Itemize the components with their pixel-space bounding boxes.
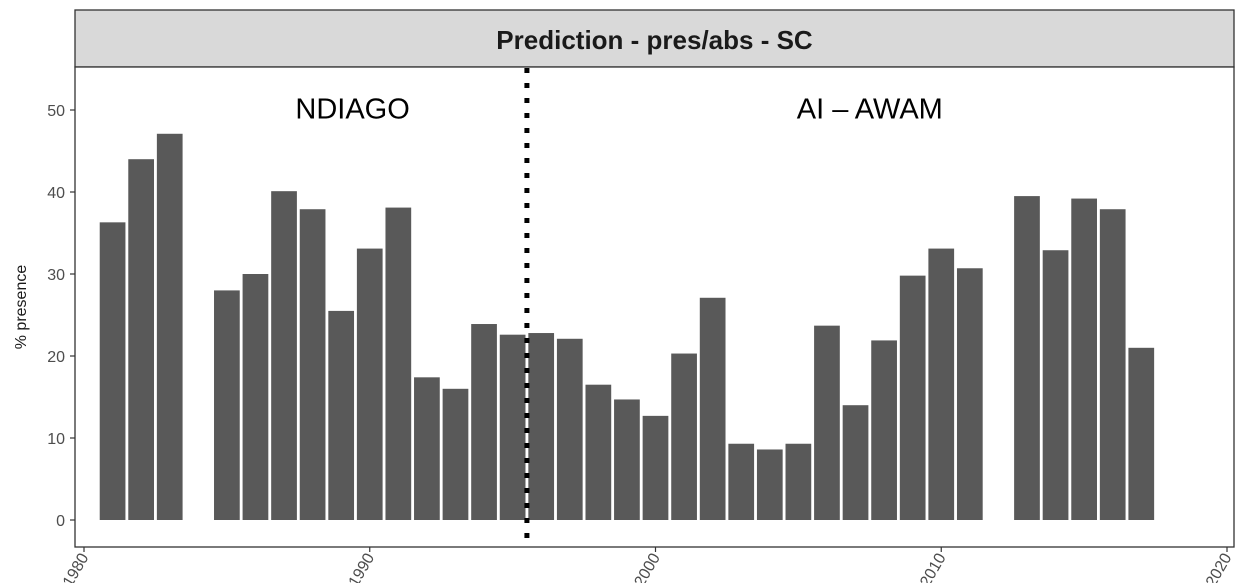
- bar-2003: [728, 443, 755, 520]
- bar-1992: [414, 377, 440, 520]
- bar-2005: [785, 443, 812, 520]
- y-tick-label-30: 30: [47, 267, 65, 284]
- region-label-ndiago: NDIAGO: [295, 93, 409, 125]
- bars: [99, 133, 1155, 520]
- strip-background: [74, 9, 1235, 68]
- y-axis: 0 10 20 30 40 50: [47, 103, 75, 530]
- y-tick-label-0: 0: [56, 513, 65, 530]
- bar-1981: [99, 222, 126, 520]
- bar-1993: [442, 388, 469, 520]
- bar-1989: [328, 310, 355, 520]
- y-tick-label-10: 10: [47, 431, 65, 448]
- bar-1991: [385, 207, 412, 520]
- y-axis-title: % presence: [13, 265, 30, 350]
- x-tick-label-2000: 2000: [631, 550, 664, 583]
- bar-1988: [299, 209, 326, 520]
- chart-title: Prediction - pres/abs - SC: [496, 25, 813, 55]
- x-axis: 1980 1990 2000 2010 2020: [60, 547, 1236, 583]
- bar-2001: [671, 353, 697, 520]
- bar-1997: [556, 338, 583, 520]
- x-tick-label-2020: 2020: [1203, 550, 1236, 583]
- bar-1990: [356, 248, 383, 520]
- bar-1983: [156, 133, 183, 520]
- x-tick-label-1990: 1990: [346, 550, 379, 583]
- bar-1986: [242, 274, 269, 520]
- bar-2008: [871, 340, 897, 520]
- bar-2006: [814, 325, 840, 520]
- bar-2002: [699, 297, 726, 520]
- bar-1998: [585, 384, 612, 520]
- bar-2014: [1042, 250, 1069, 520]
- bar-2009: [899, 275, 926, 520]
- bar-1982: [128, 159, 155, 520]
- bar-2016: [1099, 209, 1126, 520]
- bar-1987: [271, 191, 297, 520]
- bar-2011: [956, 268, 983, 520]
- y-tick-label-40: 40: [47, 185, 65, 202]
- y-tick-label-20: 20: [47, 349, 65, 366]
- region-label-ai-awam: AI – AWAM: [797, 93, 943, 125]
- x-tick-label-1980: 1980: [60, 550, 93, 583]
- bar-1995: [499, 334, 526, 520]
- bar-2015: [1071, 198, 1097, 520]
- bar-2017: [1128, 347, 1155, 520]
- bar-2013: [1014, 196, 1040, 520]
- strip-header: Prediction - pres/abs - SC: [74, 9, 1235, 68]
- bar-2010: [928, 248, 955, 520]
- bar-1994: [471, 324, 497, 520]
- bar-1996: [528, 333, 555, 520]
- bar-1985: [214, 290, 240, 520]
- bar-2000: [642, 415, 669, 520]
- bar-2004: [756, 449, 783, 520]
- bar-2007: [842, 405, 869, 520]
- y-tick-label-50: 50: [47, 103, 65, 120]
- x-tick-label-2010: 2010: [917, 550, 950, 583]
- bar-1999: [614, 399, 640, 520]
